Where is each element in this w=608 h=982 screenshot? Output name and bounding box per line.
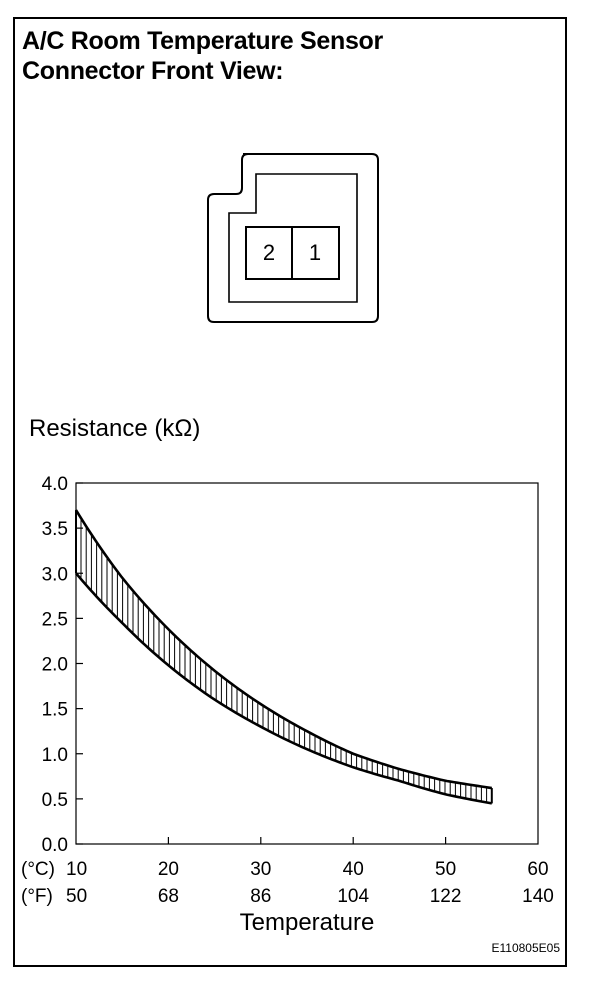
- connector-inner-housing: [228, 173, 358, 303]
- figure-code: E110805E05: [491, 941, 560, 955]
- y-tick-label: 2.5: [42, 609, 68, 630]
- x-tick-label-fahrenheit: 140: [522, 886, 554, 907]
- upper-limit-curve: [74, 509, 492, 790]
- y-tick-label: 1.0: [42, 745, 68, 766]
- x-tick-label-celsius: 60: [527, 859, 548, 880]
- x-tick-label-celsius: 20: [158, 859, 179, 880]
- pin-label-1: 1: [309, 240, 321, 265]
- y-tick-label: 0.5: [42, 790, 68, 811]
- y-tick-label: 1.5: [42, 700, 68, 721]
- x-axis: 10 50 20 68 30 86 40 104 50 122 60 140: [66, 837, 554, 907]
- y-tick-label: 0.0: [42, 835, 68, 856]
- x-tick-label-celsius: 30: [250, 859, 271, 880]
- y-tick-label: 4.0: [42, 474, 68, 495]
- x-tick-label-celsius: 40: [343, 859, 364, 880]
- title-line-2: Connector Front View:: [22, 57, 284, 85]
- resistance-chart: Resistance (kΩ) 0.0 0.5 1.0 1.5 2.0 2.5 3.0 3.5…: [21, 415, 554, 936]
- lower-limit-curve: [75, 572, 493, 805]
- connector-outer-housing: [207, 153, 379, 323]
- x-tick-label-fahrenheit: 50: [66, 886, 87, 907]
- y-axis: 0.0 0.5 1.0 1.5 2.0 2.5 3.0 3.5 4.0: [42, 474, 83, 856]
- y-axis-title: Resistance (kΩ): [29, 415, 200, 442]
- x-unit-fahrenheit: (°F): [21, 886, 53, 907]
- x-unit-celsius: (°C): [21, 859, 55, 880]
- x-tick-label-fahrenheit: 86: [250, 886, 271, 907]
- x-tick-label-celsius: 10: [66, 859, 87, 880]
- y-tick-label: 3.0: [42, 564, 68, 585]
- x-axis-title: Temperature: [240, 909, 375, 936]
- plot-area: [75, 482, 539, 845]
- x-tick-label-fahrenheit: 68: [158, 886, 179, 907]
- pin-label-2: 2: [263, 240, 275, 265]
- page-title: A/C Room Temperature Sensor Connector Fr…: [22, 26, 383, 86]
- y-tick-label: 2.0: [42, 655, 68, 676]
- y-tick-label: 3.5: [42, 519, 68, 540]
- figure-frame: [13, 17, 567, 967]
- x-tick-label-celsius: 50: [435, 859, 456, 880]
- x-tick-label-fahrenheit: 122: [430, 886, 462, 907]
- title-line-1: A/C Room Temperature Sensor: [22, 27, 383, 55]
- x-tick-label-fahrenheit: 104: [337, 886, 369, 907]
- connector-diagram: 2 1: [207, 153, 379, 323]
- tolerance-band-hatching: [80, 518, 493, 804]
